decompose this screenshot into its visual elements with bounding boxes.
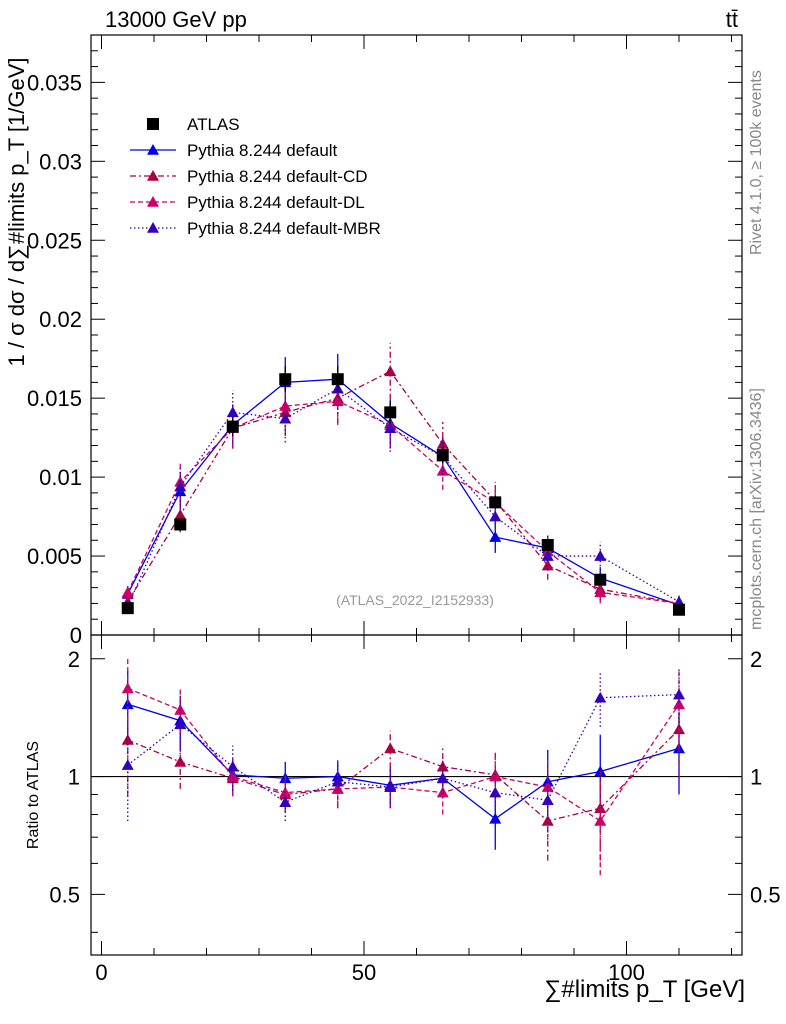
atlas-point <box>174 518 187 531</box>
ratio-y-tick-label-right: 1 <box>750 765 762 790</box>
ratio-y-tick-label: 0.5 <box>49 882 80 907</box>
atlas-point <box>489 496 502 509</box>
legend-label: Pythia 8.244 default-MBR <box>187 219 381 238</box>
series-point <box>121 586 134 598</box>
side-text-rivet: Rivet 4.1.0, ≥ 100k events <box>748 70 765 255</box>
atlas-point <box>436 449 449 461</box>
ratio-point <box>174 718 187 730</box>
ratio-y-tick-label-right: 0.5 <box>750 882 781 907</box>
ratio-point <box>489 770 502 782</box>
ratio-y-tick-label-right: 2 <box>750 647 762 672</box>
ratio-line <box>127 687 680 822</box>
ratio-y-tick-label: 2 <box>68 647 80 672</box>
legend-marker <box>147 196 159 207</box>
atlas-point <box>673 603 685 616</box>
series-point <box>384 365 397 377</box>
ratio-point <box>121 759 134 770</box>
atlas-point <box>541 539 554 551</box>
legend-entry: Pythia 8.244 default-MBR <box>130 219 381 238</box>
series-point <box>384 422 397 433</box>
legend-entry: ATLAS <box>147 115 240 134</box>
y-tick-label: 0.03 <box>39 149 82 174</box>
atlas-point <box>121 602 134 615</box>
ratio-point <box>226 770 239 782</box>
legend-marker <box>147 222 159 233</box>
atlas-point <box>331 373 344 386</box>
x-tick-label: 50 <box>352 960 376 985</box>
ratio-point <box>436 772 449 784</box>
header-right: tt̄ <box>726 7 738 32</box>
ratio-point <box>331 782 344 794</box>
x-tick-label: 0 <box>95 960 107 985</box>
ratio-y-tick-label: 1 <box>68 765 80 790</box>
labels: 13000 GeV pp tt̄ Rivet 4.1.0, ≥ 100k eve… <box>4 7 765 1003</box>
ratio-point <box>384 781 397 792</box>
legend-label: Pythia 8.244 default-DL <box>187 193 365 212</box>
x-tick-label: 100 <box>608 960 645 985</box>
legend-marker <box>147 170 159 181</box>
y-axis-label-ratio: Ratio to ATLAS <box>25 741 42 849</box>
ratio-point <box>673 698 685 710</box>
ratio-panel: 0 50 100 0.5 0.5 1 1 2 2 <box>49 634 781 985</box>
series-point <box>174 509 187 520</box>
ratio-point <box>673 688 685 700</box>
ratio-point <box>436 786 449 798</box>
ratio-line <box>127 703 680 820</box>
atlas-point <box>594 573 607 586</box>
ratio-series-3 <box>121 667 685 840</box>
legend-entry: Pythia 8.244 default-DL <box>130 193 365 212</box>
y-tick-label: 0.035 <box>27 70 82 95</box>
y-tick-label: 0.02 <box>39 307 82 332</box>
ratio-line <box>127 693 680 803</box>
legend-label: ATLAS <box>187 115 240 134</box>
series-line <box>127 378 680 606</box>
ratio-point <box>279 796 292 808</box>
ratio-point <box>331 775 344 787</box>
ratio-point <box>384 742 397 754</box>
ratio-point <box>594 691 607 703</box>
legend-entry: Pythia 8.244 default-CD <box>130 167 368 186</box>
legend-marker <box>147 118 159 130</box>
x-axis-label: ∑#limits p_T [GeV] <box>544 976 745 1003</box>
atlas-point <box>384 406 397 419</box>
atlas-data <box>121 366 685 616</box>
side-text-mcplots: mcplots.cern.ch [arXiv:1306.3436] <box>748 388 765 630</box>
ratio-point <box>541 794 554 806</box>
ratio-point <box>121 734 134 745</box>
ratio-point <box>489 786 502 798</box>
atlas-point <box>226 420 239 433</box>
y-tick-label: 0.015 <box>27 386 82 411</box>
y-axis-label-main: 1 / σ dσ / d∑#limits p_T [1/GeV] <box>4 58 29 367</box>
atlas-point <box>279 373 292 386</box>
y-tick-label: 0 <box>70 623 82 648</box>
series-point <box>594 550 607 561</box>
y-tick-label: 0.005 <box>27 544 82 569</box>
series-0 <box>121 353 685 612</box>
legend-marker <box>147 144 159 155</box>
main-panel: 0 0.005 0.01 0.015 0.02 0.025 0.03 0.035 <box>27 34 743 955</box>
legend-entry: Pythia 8.244 default <box>130 141 338 160</box>
ratio-point <box>594 814 607 826</box>
series-point <box>489 531 502 542</box>
y-tick-label: 0.01 <box>39 465 82 490</box>
legend-label: Pythia 8.244 default <box>187 141 338 160</box>
ratio-point <box>226 760 239 772</box>
series-point <box>541 550 554 561</box>
analysis-label: (ATLAS_2022_I2152933) <box>336 592 494 608</box>
ratio-point <box>174 755 187 767</box>
legend-label: Pythia 8.244 default-CD <box>187 167 368 186</box>
ratio-point <box>121 682 134 694</box>
series-point <box>174 480 187 492</box>
legend: ATLAS Pythia 8.244 default Pythia 8.244 de… <box>130 115 381 238</box>
series-line <box>127 370 680 605</box>
series-point <box>226 406 239 418</box>
series-point <box>594 586 607 598</box>
y-tick-label: 0.025 <box>27 228 82 253</box>
series-point <box>489 510 502 522</box>
series-point <box>279 412 292 424</box>
ratio-frame <box>90 634 743 956</box>
header-left: 13000 GeV pp <box>105 7 247 32</box>
